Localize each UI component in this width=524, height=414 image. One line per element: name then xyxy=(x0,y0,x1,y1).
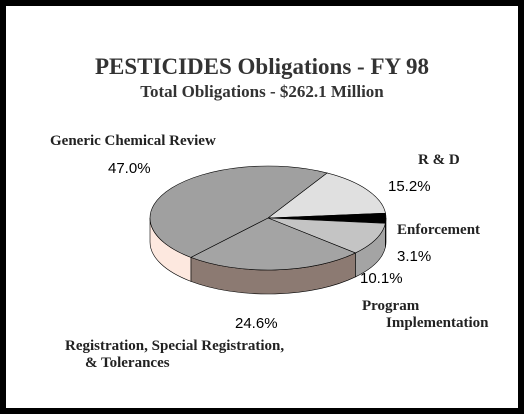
chart-subtitle: Total Obligations - $262.1 Million xyxy=(140,82,384,101)
pie-slice xyxy=(190,217,357,271)
pie-area xyxy=(149,165,387,295)
value-label: 15.2% xyxy=(388,178,431,195)
category-label: Registration, Special Registration, & To… xyxy=(65,338,285,371)
category-label: Generic Chemical Review xyxy=(50,133,216,149)
category-label: Enforcement xyxy=(397,222,481,238)
value-label: 47.0% xyxy=(108,160,151,177)
pie-slice xyxy=(149,165,328,258)
chart-title: PESTICIDES Obligations - FY 98 xyxy=(95,54,429,79)
value-label: 10.1% xyxy=(360,270,403,287)
pie-slice xyxy=(267,172,386,219)
pie-slice xyxy=(267,217,386,254)
category-label: Program Implementation xyxy=(362,298,489,331)
value-label: 24.6% xyxy=(235,315,278,332)
value-label: 3.1% xyxy=(397,248,432,265)
category-label: R & D xyxy=(418,152,460,168)
